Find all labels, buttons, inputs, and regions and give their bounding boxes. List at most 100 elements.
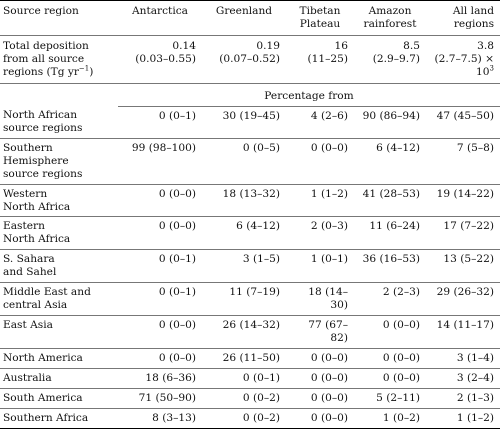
row-label-line: source regions <box>3 121 83 134</box>
cell-antarctica: 71 (50–90) <box>118 388 202 409</box>
total-label-line1: Total deposition <box>3 39 89 52</box>
total-deposition-row: Total deposition from all source regions… <box>0 35 500 84</box>
header-amazon-line2: rainforest <box>363 17 417 30</box>
row-label-line: and Sahel <box>3 266 57 279</box>
cell-greenland: 0 (0–2) <box>202 408 286 429</box>
row-label: Southern Africa <box>0 408 118 429</box>
cell-all-land-regions: 17 (7–22) <box>426 216 500 251</box>
total-tibetan-value: 16 <box>334 39 348 52</box>
total-greenland-value: 0.19 <box>256 39 280 52</box>
total-amazon-range: (2.9–9.7) <box>372 52 420 65</box>
total-amazon: 8.5 (2.9–9.7) <box>354 35 426 84</box>
row-label-line: South America <box>3 391 83 404</box>
row-label: North America <box>0 348 118 369</box>
table-row: S. Sahara and Sahel 0 (0–1) 3 (1–5) 1 (0–1) 3… <box>0 249 500 284</box>
cell-antarctica: 0 (0–0) <box>118 184 202 218</box>
cell-greenland: 6 (4–12) <box>202 216 286 251</box>
header-greenland: Greenland <box>202 0 286 36</box>
row-label: North African source regions <box>0 106 118 139</box>
total-label-superscript: −1 <box>78 64 90 73</box>
row-label: Southern Hemisphere source regions <box>0 138 118 185</box>
total-all-land-range-line: (2.7–7.5) × 103 <box>432 53 494 79</box>
row-label: South America <box>0 388 118 409</box>
cell-amazon-rainforest: 0 (0–0) <box>354 315 426 349</box>
cell-greenland: 26 (14–32) <box>202 315 286 349</box>
cell-amazon-rainforest: 2 (2–3) <box>354 282 426 317</box>
table-row: Southern Hemisphere source regions 99 (98–… <box>0 138 500 185</box>
total-all-land-value: 3.8 <box>477 39 494 52</box>
cell-all-land-regions: 7 (5–8) <box>426 138 500 185</box>
cell-greenland: 26 (11–50) <box>202 348 286 369</box>
cell-tibetan-plateau: 0 (0–0) <box>286 138 354 185</box>
cell-antarctica: 0 (0–1) <box>118 249 202 284</box>
cell-amazon-rainforest: 0 (0–0) <box>354 348 426 369</box>
cell-antarctica: 0 (0–1) <box>118 282 202 317</box>
table-row: Southern Africa 8 (3–13) 0 (0–2) 0 (0–0) 1 (… <box>0 408 500 429</box>
cell-all-land-regions: 13 (5–22) <box>426 249 500 284</box>
row-label-line: North Africa <box>3 233 71 246</box>
cell-all-land-regions: 2 (1–3) <box>426 388 500 409</box>
cell-tibetan-plateau: 0 (0–0) <box>286 388 354 409</box>
table-row: Middle East and central Asia 0 (0–1) 11 (7–… <box>0 282 500 317</box>
row-label: Eastern North Africa <box>0 216 118 251</box>
row-label-line: Southern Hemisphere <box>3 141 69 167</box>
total-amazon-value: 8.5 <box>403 39 420 52</box>
cell-all-land-regions: 29 (26–32) <box>426 282 500 317</box>
table-row: Australia 18 (6–36) 0 (0–1) 0 (0–0) 0 (0–0) 3… <box>0 368 500 389</box>
header-antarctica: Antarctica <box>118 0 202 36</box>
total-label-close: ) <box>89 65 94 78</box>
cell-amazon-rainforest: 36 (16–53) <box>354 249 426 284</box>
row-label: S. Sahara and Sahel <box>0 249 118 284</box>
percentage-rows: North African source regions 0 (0–1) 30 (19… <box>0 106 500 429</box>
cell-all-land-regions: 3 (2–4) <box>426 368 500 389</box>
table-row: Western North Africa 0 (0–0) 18 (13–32) 1 (1… <box>0 184 500 218</box>
table-header-row: Source region Antarctica Greenland Tibet… <box>0 0 500 36</box>
row-label-line: central Asia <box>3 299 68 312</box>
total-deposition-label: Total deposition from all source regions… <box>0 35 118 84</box>
cell-tibetan-plateau: 0 (0–0) <box>286 368 354 389</box>
total-antarctica-range: (0.03–0.55) <box>135 52 196 65</box>
table-row: South America 71 (50–90) 0 (0–2) 0 (0–0) 5 (… <box>0 388 500 409</box>
row-label-line: Australia <box>3 371 52 384</box>
row-label: Middle East and central Asia <box>0 282 118 317</box>
cell-antarctica: 99 (98–100) <box>118 138 202 185</box>
cell-amazon-rainforest: 11 (6–24) <box>354 216 426 251</box>
cell-tibetan-plateau: 1 (1–2) <box>286 184 354 218</box>
cell-all-land-regions: 19 (14–22) <box>426 184 500 218</box>
total-all-land-range: (2.7–7.5) × 10 <box>434 52 494 78</box>
row-label-line: North African <box>3 109 78 122</box>
cell-antarctica: 0 (0–0) <box>118 348 202 369</box>
total-label-line3: regions (Tg yr−1) <box>3 64 112 79</box>
total-tibetan: 16 (11–25) <box>286 35 354 84</box>
total-all-land-superscript: 3 <box>489 64 494 73</box>
table-row: North African source regions 0 (0–1) 30 (19… <box>0 106 500 139</box>
cell-tibetan-plateau: 1 (0–1) <box>286 249 354 284</box>
row-label: Western North Africa <box>0 184 118 218</box>
row-label-line: Western <box>3 187 48 200</box>
cell-antarctica: 0 (0–0) <box>118 315 202 349</box>
cell-all-land-regions: 47 (45–50) <box>426 106 500 139</box>
cell-tibetan-plateau: 18 (14–30) <box>286 282 354 317</box>
total-antarctica: 0.14 (0.03–0.55) <box>118 35 202 84</box>
total-tibetan-range: (11–25) <box>307 52 348 65</box>
cell-greenland: 0 (0–1) <box>202 368 286 389</box>
cell-greenland: 0 (0–2) <box>202 388 286 409</box>
cell-tibetan-plateau: 4 (2–6) <box>286 106 354 139</box>
header-all-land-line2: regions <box>453 17 494 30</box>
header-source-region: Source region <box>0 0 118 36</box>
cell-amazon-rainforest: 5 (2–11) <box>354 388 426 409</box>
cell-amazon-rainforest: 0 (0–0) <box>354 368 426 389</box>
table-row: East Asia 0 (0–0) 26 (14–32) 77 (67–82) 0 (0… <box>0 315 500 349</box>
header-all-land-regions: All land regions <box>426 0 500 36</box>
total-label-line2: from all source <box>3 52 85 65</box>
header-tibetan-line1: Tibetan <box>299 5 341 17</box>
cell-antarctica: 18 (6–36) <box>118 368 202 389</box>
cell-all-land-regions: 3 (1–4) <box>426 348 500 369</box>
row-label-line: Middle East and <box>3 286 91 299</box>
row-label: Australia <box>0 368 118 389</box>
row-label-line: North Africa <box>3 200 71 213</box>
cell-greenland: 18 (13–32) <box>202 184 286 218</box>
cell-amazon-rainforest: 1 (0–2) <box>354 408 426 429</box>
cell-greenland: 3 (1–5) <box>202 249 286 284</box>
